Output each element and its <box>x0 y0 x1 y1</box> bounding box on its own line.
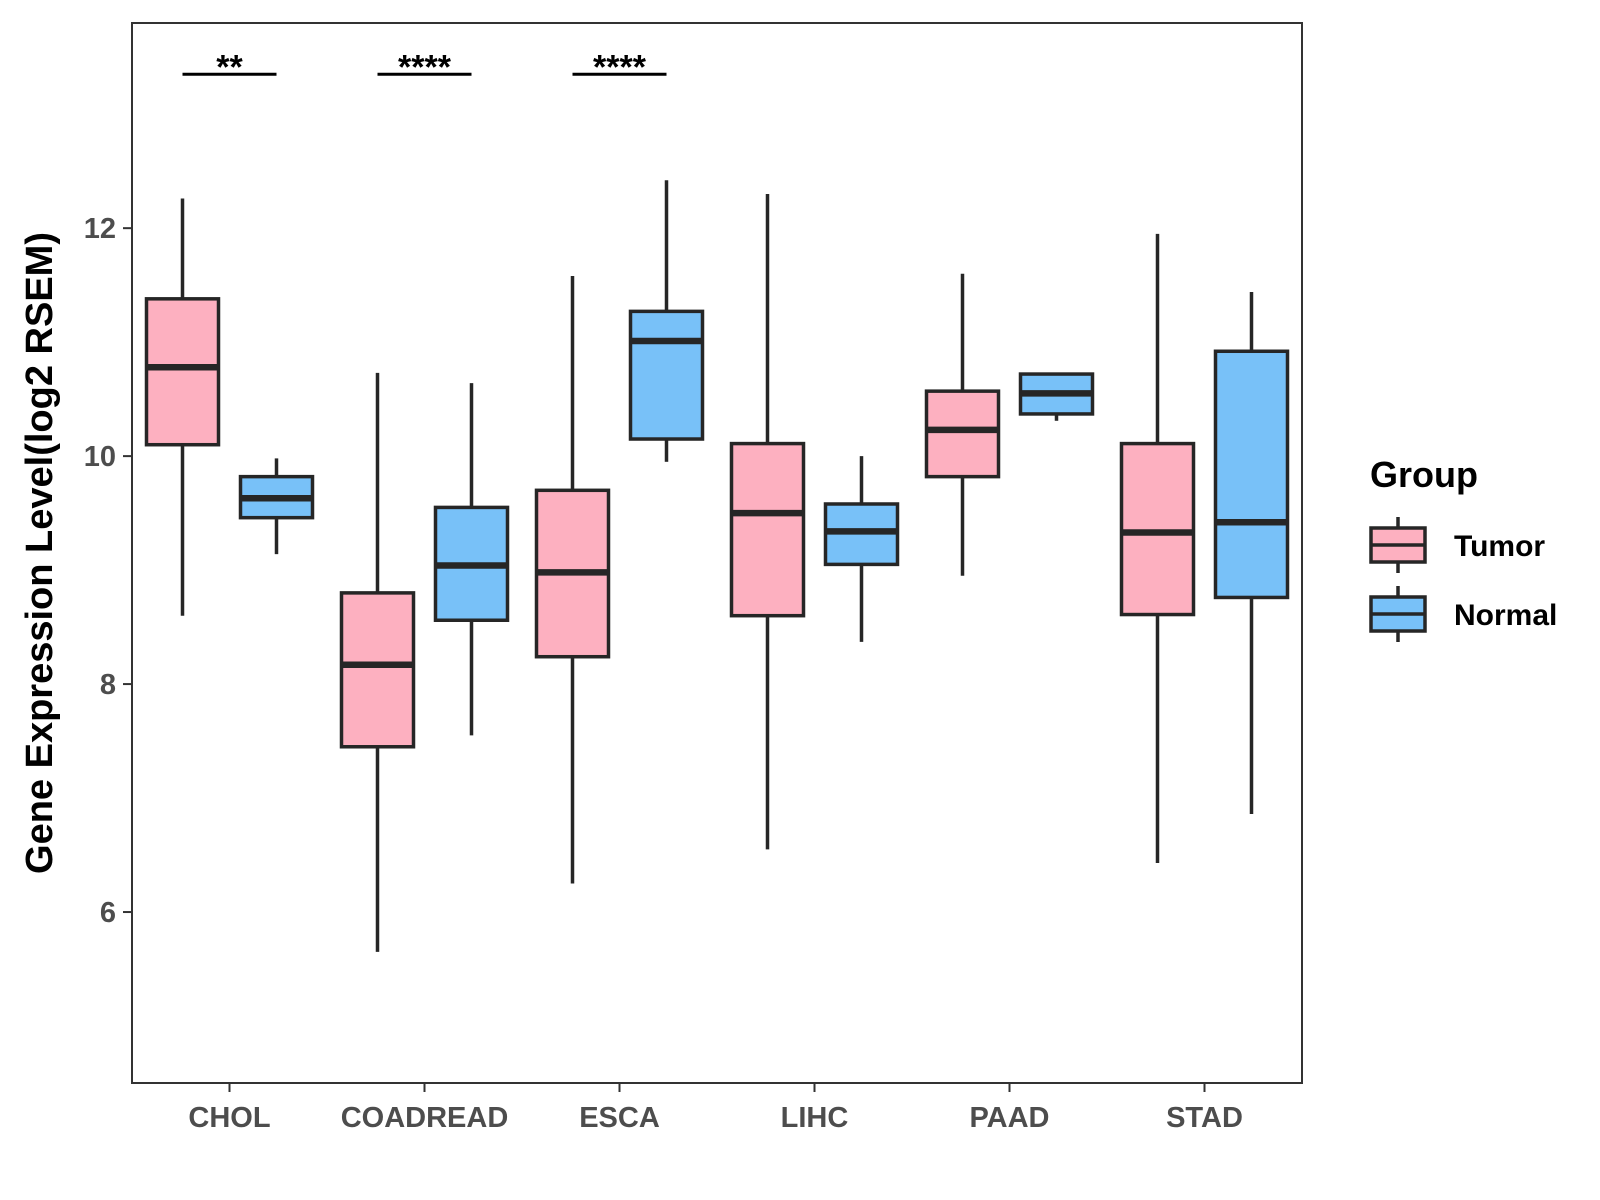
significance-layer: ** **** **** <box>182 48 667 86</box>
x-tick-label: LIHC <box>781 1102 849 1134</box>
box-tumor-paad <box>924 273 1001 576</box>
legend-items: Tumor Normal <box>1369 517 1557 642</box>
x-tick-label: ESCA <box>579 1102 660 1134</box>
box-normal-esca <box>628 180 705 462</box>
box-normal-paad <box>1018 372 1095 421</box>
y-tick-label: 10 <box>84 441 116 473</box>
x-tick-label: COADREAD <box>341 1102 509 1134</box>
significance-label: **** <box>593 48 647 86</box>
box-body <box>628 309 705 441</box>
box-body <box>1213 349 1290 600</box>
box-normal-chol <box>238 458 315 555</box>
significance-label: **** <box>398 48 452 86</box>
significance-label: ** <box>216 48 243 86</box>
legend: Group Tumor Normal <box>1369 454 1557 642</box>
x-tick-label: CHOL <box>188 1102 270 1134</box>
legend-item-normal: Normal <box>1369 586 1557 642</box>
x-tick-label: STAD <box>1166 1102 1243 1134</box>
box-body <box>924 389 1001 479</box>
box-tumor-stad <box>1119 233 1196 864</box>
box-body <box>729 441 806 618</box>
x-axis: CHOL COADREAD ESCA LIHC PAAD STAD <box>188 1083 1243 1134</box>
box-tumor-lihc <box>729 193 806 850</box>
plot-panel-border <box>131 22 1303 1084</box>
box-tumor-coadread <box>339 372 416 952</box>
legend-label: Normal <box>1454 599 1557 632</box>
boxes-layer <box>144 180 1290 952</box>
x-tick-label: PAAD <box>969 1102 1049 1134</box>
y-axis-title: Gene Expression Level(log2 RSEM) <box>19 232 61 874</box>
box-normal-lihc <box>823 456 900 642</box>
y-tick-label: 6 <box>100 897 116 929</box>
box-body <box>1119 441 1196 617</box>
y-tick-label: 8 <box>100 669 116 701</box>
box-body <box>339 591 416 749</box>
box-tumor-chol <box>144 198 221 616</box>
legend-title: Group <box>1370 454 1478 495</box>
y-axis: 6 8 10 12 <box>84 213 132 929</box>
box-normal-coadread <box>433 383 510 736</box>
legend-item-tumor: Tumor <box>1369 517 1545 573</box>
legend-label: Tumor <box>1454 530 1545 563</box>
box-body <box>144 297 221 447</box>
box-tumor-esca <box>534 276 611 884</box>
y-tick-label: 12 <box>84 213 116 245</box>
box-normal-stad <box>1213 291 1290 815</box>
